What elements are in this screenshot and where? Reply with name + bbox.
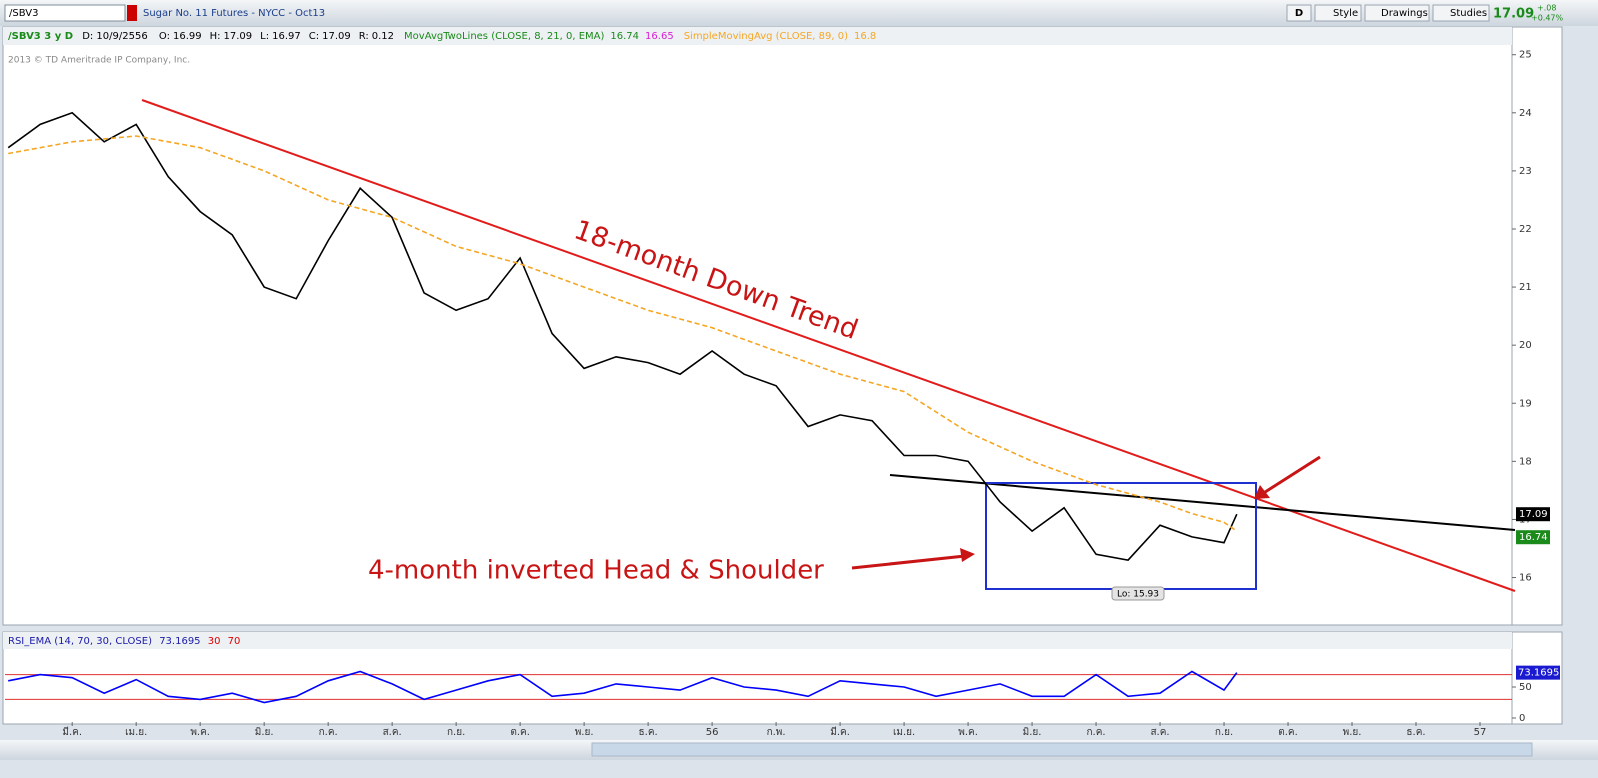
sma-value: 16.8 <box>854 31 876 42</box>
x-tick-label: ธ.ค. <box>1406 727 1425 738</box>
y-tick-label: 20 <box>1519 340 1532 351</box>
info-row <box>3 27 1512 45</box>
ema-tag-label: 16.74 <box>1519 532 1548 543</box>
y-tick-label: 24 <box>1519 108 1532 119</box>
x-tick-label: ก.ค. <box>1087 727 1106 738</box>
arrow-head <box>960 548 975 562</box>
rsi-tag <box>1516 665 1560 680</box>
y-tick-label: 22 <box>1519 224 1532 235</box>
symbol: /SBV3 <box>9 8 38 19</box>
x-tick-label: เม.ย. <box>893 727 915 738</box>
change-pct: +0.47% <box>1531 14 1564 23</box>
y-tick-label: 25 <box>1519 50 1532 61</box>
y-tick-label: 23 <box>1519 166 1532 177</box>
x-tick-label: 57 <box>1474 727 1487 738</box>
ema-fast: 16.74 <box>610 31 639 42</box>
x-tick-label: ก.ย. <box>447 727 465 738</box>
x-tick-label: ส.ค. <box>383 727 402 738</box>
info-value: 0.12 <box>372 31 394 42</box>
alert-icon[interactable] <box>127 5 137 21</box>
series-line <box>8 135 1238 532</box>
neckline <box>889 474 1516 531</box>
rsi-tag-label: 73.1695 <box>1518 668 1559 679</box>
info-key: O: <box>159 31 170 42</box>
rsi-level: 30 <box>208 636 221 647</box>
low-tag <box>1111 586 1165 601</box>
scroll-thumb[interactable] <box>591 742 1533 757</box>
arrow-head <box>1254 485 1270 499</box>
button-label: D <box>1295 8 1303 19</box>
x-tick-label: พ.ย. <box>575 727 594 738</box>
button[interactable] <box>1286 4 1312 22</box>
y-tick-label: 50 <box>1519 682 1532 693</box>
x-tick-label: พ.ย. <box>1343 727 1362 738</box>
x-tick-label: มิ.ย. <box>1023 727 1042 738</box>
x-tick-label: มิ.ย. <box>255 727 274 738</box>
info-key: H: <box>210 31 221 42</box>
button-label: Style <box>1333 8 1358 19</box>
x-tick-label: ธ.ค. <box>639 727 658 738</box>
x-tick-label: 56 <box>706 727 719 738</box>
x-tick-label: ต.ค. <box>1278 727 1298 738</box>
arrow <box>851 554 966 570</box>
button[interactable] <box>1364 4 1430 22</box>
y-tick-label: 21 <box>1519 282 1532 293</box>
series-line <box>8 670 1238 704</box>
price-axis <box>1511 26 1563 626</box>
rsi-legend: RSI_EMA (14, 70, 30, CLOSE) 73.1695 30 7… <box>8 636 240 647</box>
x-tick-label: ก.พ. <box>767 727 786 738</box>
x-tick-label: ก.ค. <box>319 727 338 738</box>
x-tick-label: ต.ค. <box>510 727 530 738</box>
x-tick-label: พ.ค. <box>190 727 210 738</box>
sma-study: SimpleMovingAvg (CLOSE, 89, 0) <box>684 31 848 42</box>
change: +.08 <box>1537 4 1556 13</box>
rsi-title: RSI_EMA (14, 70, 30, CLOSE) <box>8 636 152 647</box>
last-tag <box>1516 507 1550 522</box>
button-label: Studies <box>1450 8 1487 19</box>
info-key: C: <box>309 31 319 42</box>
button[interactable] <box>1314 4 1362 22</box>
info-value: 17.09 <box>224 31 253 42</box>
info-key: R: <box>359 31 369 42</box>
y-tick-label: 16 <box>1519 573 1532 584</box>
rsi-value: 73.1695 <box>159 636 200 647</box>
x-tick-label: มี.ค. <box>830 726 850 738</box>
info-study: /SBV3 3 y D <box>8 31 73 42</box>
x-tick-label: เม.ย. <box>125 727 147 738</box>
x-tick-label: พ.ค. <box>958 727 978 738</box>
arrow <box>1261 455 1321 496</box>
ema-study: MovAvgTwoLines (CLOSE, 8, 21, 0, EMA) <box>404 31 604 42</box>
y-tick-label: 19 <box>1519 398 1532 409</box>
info-date: D: 10/9/2556 <box>82 31 148 42</box>
price-panel <box>2 26 1516 626</box>
symbol-box[interactable] <box>4 4 126 22</box>
info-value: 16.97 <box>272 31 301 42</box>
y-tick-label: 18 <box>1519 456 1532 467</box>
pattern-annotation: 4-month inverted Head & Shoulder <box>368 556 824 586</box>
series-line <box>7 111 1238 561</box>
info-value: 16.99 <box>173 31 202 42</box>
info: /SBV3 3 y D D: 10/9/2556 O: 16.99 H: 17.09 L… <box>8 31 876 42</box>
x-tick-label: มี.ค. <box>62 726 82 738</box>
last-price: 17.09 <box>1493 7 1534 22</box>
y-tick-label: 0 <box>1519 713 1525 724</box>
info-value: 17.09 <box>322 31 351 42</box>
button[interactable] <box>1432 4 1490 22</box>
rsi-level: 70 <box>228 636 241 647</box>
last-tag-label: 17.09 <box>1519 509 1548 520</box>
copyright: 2013 © TD Ameritrade IP Company, Inc. <box>8 56 190 66</box>
button-label: Drawings <box>1381 8 1428 19</box>
x-tick-label: ส.ค. <box>1150 727 1169 738</box>
rsi-header <box>3 632 1512 649</box>
ema-tag <box>1516 530 1550 545</box>
info-key: L: <box>260 31 269 42</box>
ema-slow: 16.65 <box>645 31 674 42</box>
x-tick-label: ก.ย. <box>1215 727 1233 738</box>
low-label: Lo: 15.93 <box>1117 590 1159 600</box>
description: Sugar No. 11 Futures - NYCC - Oct13 <box>143 8 325 19</box>
